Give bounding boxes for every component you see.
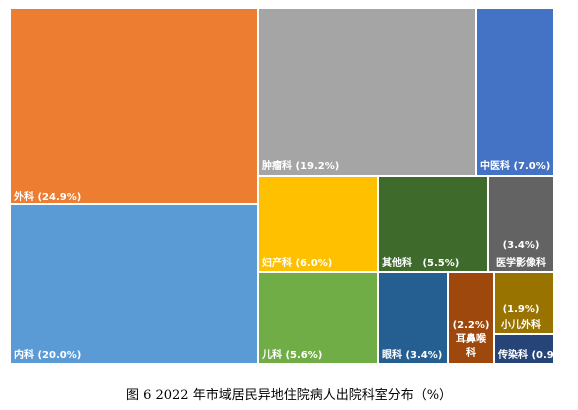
treemap-label: 眼科 (3.4%) [382,348,442,361]
treemap-cell-4: 中医科 (7.0%) [475,7,555,177]
treemap-rect [475,7,555,177]
treemap-cell-1: 外科 (24.9%) [9,7,259,205]
treemap-cell-3: 肿瘤科 (19.2%) [257,7,477,177]
treemap-label: (1.9%) [503,304,540,315]
treemap-chart: 外科 (24.9%) 内科 (20.0%) 肿瘤科 (19.2%) 中医科 (7.0%… [9,7,568,365]
treemap-label: 小儿外科 [500,318,541,331]
treemap-cell-8: 儿科 (5.6%) [257,271,379,365]
treemap-cell-12: 传染科 (0.9%) [493,333,568,365]
treemap-cell-11: (1.9%) 小儿外科 [493,271,555,335]
treemap-rect [9,203,259,365]
treemap-label: 耳鼻喉 [456,332,487,345]
treemap-label: 传染科 (0.9%) [497,348,568,361]
treemap-cell-7: (3.4%) 医学影像科 [487,175,555,273]
treemap-cell-5: 妇产科 (6.0%) [257,175,379,273]
treemap-rect [493,333,555,365]
treemap-label: 中医科 (7.0%) [480,159,550,172]
treemap-rect [257,7,477,177]
treemap-label: (2.2%) [453,320,490,331]
treemap-cell-6: 其他科 (5.5%) [377,175,489,273]
treemap-label: 外科 (24.9%) [13,190,81,203]
treemap-label: 肿瘤科 (19.2%) [262,159,339,172]
treemap-cell-9: 眼科 (3.4%) [377,271,449,365]
treemap-label: 内科 (20.0%) [14,348,81,361]
treemap-label: 儿科 (5.6%) [261,348,322,361]
treemap-cell-2: 内科 (20.0%) [9,203,259,365]
treemap-rect [447,271,495,365]
treemap-label: 科 [466,346,476,359]
treemap-rect [257,175,379,273]
treemap-label: (3.4%) [503,240,540,251]
figure-caption: 图 6 2022 年市域居民异地住院病人出院科室分布（%） [125,388,453,403]
treemap-label: 妇产科 (6.0%) [261,256,332,269]
treemap-rect [377,175,489,273]
treemap-rect [377,271,449,365]
treemap-rect [9,7,259,205]
treemap-label: 医学影像科 [496,256,546,269]
treemap-label: 其他科 (5.5%) [382,256,459,269]
